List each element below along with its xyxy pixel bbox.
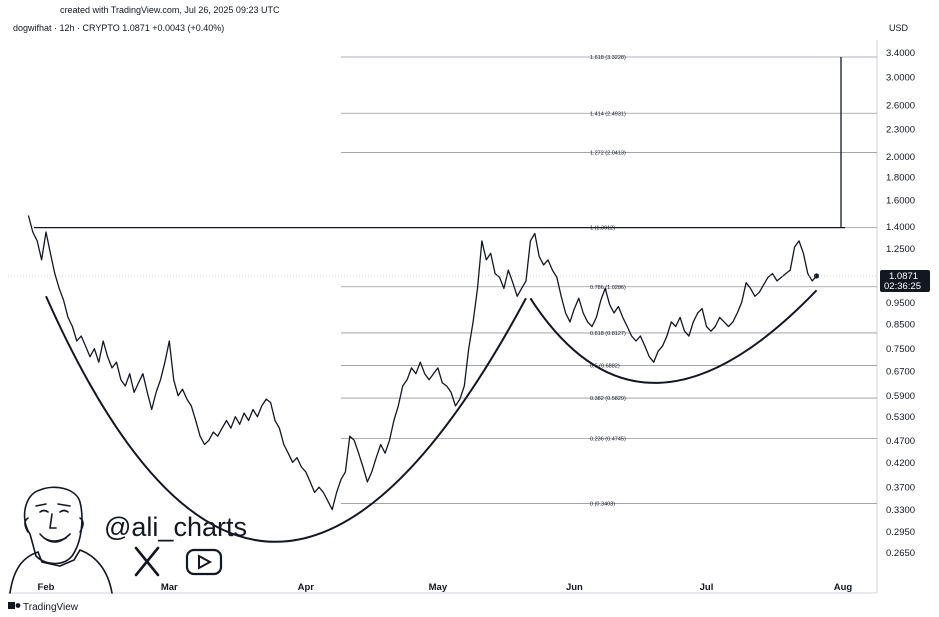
x-tick-label: Feb	[38, 582, 55, 593]
handle-curve	[529, 289, 818, 384]
fibonacci-extension: 1.618 (3.3228) 1.414 (2.4931) 1.272 (2.041…	[34, 55, 877, 508]
symbol-info: dogwifhat · 12h · CRYPTO 1.0871 +0.0043 …	[13, 23, 224, 33]
avatar-head	[23, 486, 83, 565]
last-price: 1.0871	[889, 271, 918, 282]
author-handle: @ali_charts	[104, 512, 247, 542]
x-tick-label: Jul	[700, 582, 714, 593]
y-tick-label: 2.0000	[886, 152, 915, 163]
avatar-nose	[49, 513, 57, 529]
y-tick-label: 0.7500	[886, 344, 915, 355]
x-tick-label: Aug	[834, 582, 853, 593]
y-tick-label: 0.9500	[886, 298, 915, 309]
cup-handle-curves	[45, 289, 818, 543]
tradingview-logo-icon	[8, 602, 21, 609]
y-tick-label: 0.5900	[886, 391, 915, 402]
time-axis[interactable]: Feb Mar Apr May Jun Jul Aug	[38, 582, 853, 593]
y-tick-label: 2.3000	[886, 125, 915, 136]
y-tick-label: 0.8500	[886, 320, 915, 331]
fib-level-label: 1.618 (3.3228)	[590, 55, 626, 61]
last-price-badge: 1.0871 02:36:25	[880, 270, 930, 292]
price-badge-bg	[880, 270, 930, 292]
y-tick-label: 3.0000	[886, 72, 915, 83]
avatar-eyes	[39, 509, 69, 513]
avatar-teeth	[43, 537, 67, 542]
y-tick-label: 0.3300	[886, 505, 915, 516]
fib-level-label: 1.272 (2.0413)	[590, 150, 626, 156]
cup-curve	[45, 295, 527, 543]
avatar	[9, 486, 113, 594]
x-tick-label: Mar	[161, 582, 178, 593]
bar-countdown: 02:36:25	[884, 281, 921, 292]
y-tick-label: 0.2950	[886, 527, 915, 538]
x-tick-label: May	[429, 582, 448, 593]
price-axis[interactable]: 3.4000 3.0000 2.6000 2.3000 2.0000 1.8000 1.60…	[886, 48, 915, 559]
fib-level-label: 0.786 (1.0286)	[590, 285, 626, 291]
fib-level-label: 1.414 (2.4931)	[590, 111, 626, 117]
fib-level-label: 0 (0.3403)	[590, 502, 615, 508]
created-with-text: created with TradingView.com, Jul 26, 20…	[60, 5, 280, 15]
fib-level-label: 1 (1.3912)	[590, 226, 615, 232]
tradingview-brand: TradingView	[23, 602, 79, 613]
x-logo-icon[interactable]	[134, 546, 160, 577]
y-tick-label: 0.5300	[886, 412, 915, 423]
y-tick-label: 3.4000	[886, 48, 915, 59]
fib-level-label: 0.382 (0.5829)	[590, 396, 626, 402]
y-tick-label: 0.6700	[886, 366, 915, 377]
x-tick-label: Jun	[566, 582, 583, 593]
y-tick-label: 1.6000	[886, 196, 915, 207]
fib-level-label: 0.618 (0.8127)	[590, 331, 626, 337]
y-tick-label: 0.4200	[886, 458, 915, 469]
y-tick-label: 0.4700	[886, 436, 915, 447]
y-tick-label: 0.3700	[886, 483, 915, 494]
avatar-eyebrows	[35, 503, 71, 507]
y-tick-label: 0.2650	[886, 548, 915, 559]
y-tick-label: 1.2500	[886, 244, 915, 255]
x-tick-label: Apr	[298, 582, 315, 593]
avatar-smile	[39, 533, 71, 543]
currency-label: USD	[889, 23, 909, 33]
y-tick-label: 2.6000	[886, 101, 915, 112]
price-line	[27, 215, 818, 511]
y-tick-label: 1.8000	[886, 173, 915, 184]
youtube-play-icon[interactable]	[185, 548, 223, 576]
fib-level-label: 0.236 (0.4745)	[590, 436, 626, 442]
fib-level-label: 0.5 (0.6882)	[590, 364, 620, 370]
y-tick-label: 1.4000	[886, 222, 915, 233]
avatar-ears	[24, 517, 84, 533]
price-line-series	[8, 215, 877, 511]
avatar-shoulders	[9, 549, 113, 594]
last-price-dot	[813, 273, 820, 279]
